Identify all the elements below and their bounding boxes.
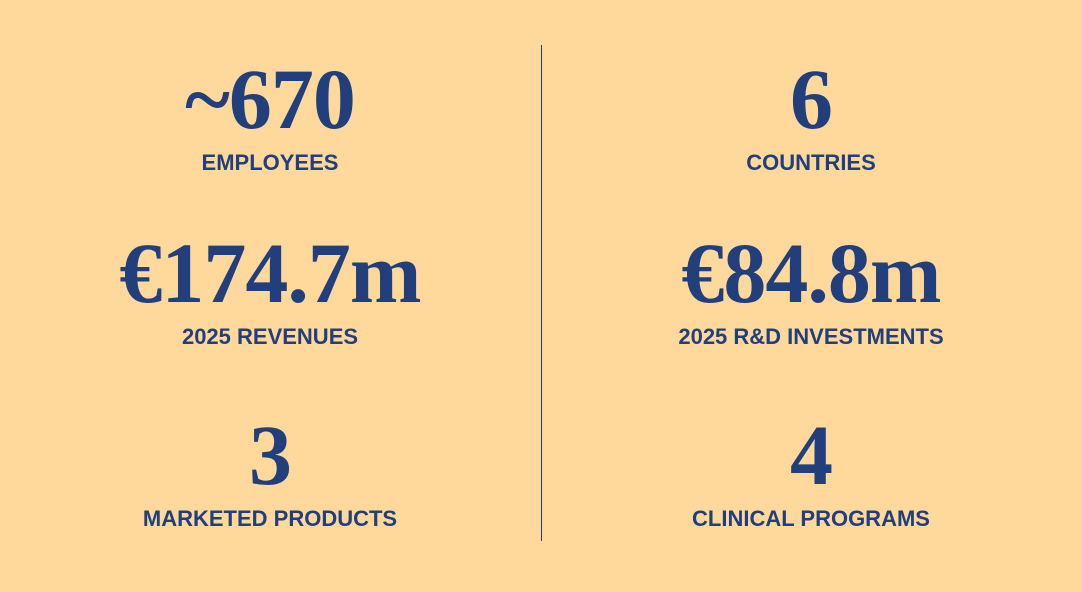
stat-label: MARKETED PRODUCTS bbox=[142, 506, 398, 531]
divider bbox=[541, 45, 542, 541]
stat-value: 4 bbox=[790, 407, 833, 503]
stat-value: €174.7m bbox=[119, 225, 421, 321]
stat: ~670 EMPLOYEES bbox=[10, 56, 530, 176]
stat-label: CLINICAL PROGRAMS bbox=[692, 506, 930, 531]
stat: €84.8m 2025 R&D INVESTMENTS bbox=[551, 230, 1071, 350]
stat-label: COUNTRIES bbox=[746, 150, 876, 175]
stat-value: 6 bbox=[790, 51, 833, 147]
stat-label: 2025 REVENUES bbox=[181, 324, 359, 349]
stat-value: 3 bbox=[249, 407, 292, 503]
stat: 4 CLINICAL PROGRAMS bbox=[551, 412, 1071, 532]
stat: 3 MARKETED PRODUCTS bbox=[10, 412, 530, 532]
stat-label: 2025 R&D INVESTMENTS bbox=[678, 324, 944, 349]
stat: 6 COUNTRIES bbox=[551, 56, 1071, 176]
stat-value: ~670 bbox=[185, 51, 356, 147]
stat-value: €84.8m bbox=[681, 225, 941, 321]
stat: €174.7m 2025 REVENUES bbox=[10, 230, 530, 350]
stat-label: EMPLOYEES bbox=[201, 150, 339, 175]
